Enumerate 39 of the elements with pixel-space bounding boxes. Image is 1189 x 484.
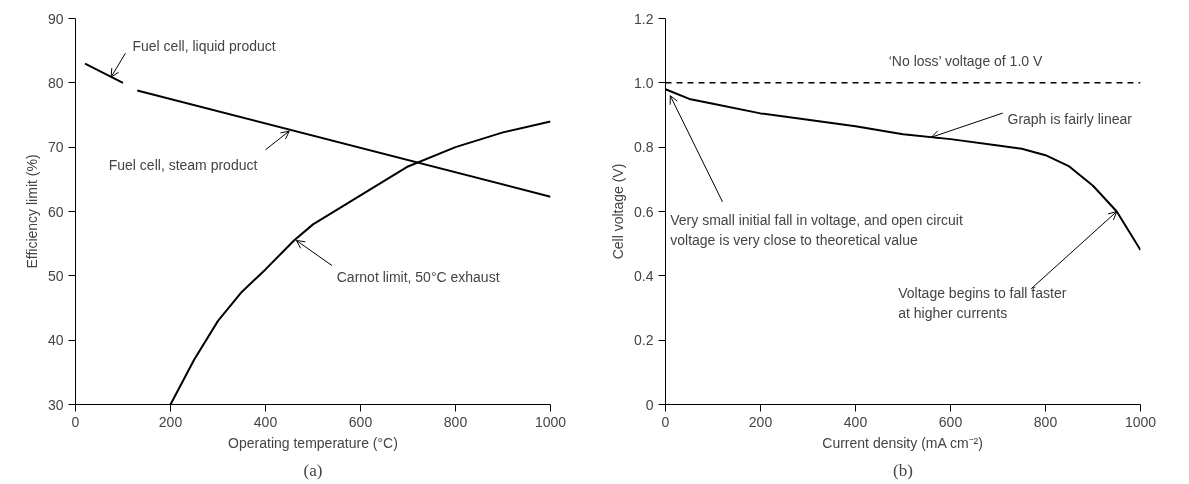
text: (a) <box>303 460 323 480</box>
y-tick-label: 0.2 <box>634 332 654 349</box>
x-tick-label: 400 <box>253 413 278 430</box>
x-tick-label: 400 <box>843 413 868 430</box>
y-tick-label: 60 <box>47 203 64 220</box>
text: (b) <box>893 460 913 480</box>
y-tick-label: 0.8 <box>634 139 654 156</box>
x-tick-label: 0 <box>71 413 80 430</box>
annotation: Very small initial fall in voltage, and open circuit voltage is very close to theoretical value <box>670 211 963 248</box>
annotation: Fuel cell, liquid product <box>132 37 276 54</box>
annotation: Voltage begins to fall faster at higher currents <box>898 284 1067 321</box>
x-axis-title: Current density (mA cm⁻²) <box>822 434 983 451</box>
y-tick-label: 80 <box>47 74 64 91</box>
y-tick-label: 0.6 <box>634 203 654 220</box>
y-tick-label: 30 <box>47 396 64 413</box>
x-tick-label: 800 <box>443 413 468 430</box>
y-tick-label: 1.0 <box>634 74 654 91</box>
y-tick-label: 40 <box>47 332 64 349</box>
y-axis-title: Efficiency limit (%) <box>23 154 40 269</box>
x-tick-label: 0 <box>661 413 670 430</box>
annotation: Graph is fairly linear <box>1007 110 1133 127</box>
x-tick-label: 200 <box>748 413 773 430</box>
x-tick-label: 200 <box>158 413 183 430</box>
y-tick-label: 50 <box>47 267 64 284</box>
y-tick-label: 70 <box>47 139 64 156</box>
y-axis-title: Cell voltage (V) <box>610 163 627 260</box>
annotation: Fuel cell, steam product <box>108 157 258 174</box>
x-axis-title: Operating temperature (°C) <box>228 434 398 451</box>
ref-line-label: ‘No loss’ voltage of 1.0 V <box>888 52 1043 69</box>
annotation: Carnot limit, 50°C exhaust <box>336 269 500 286</box>
x-tick-label: 600 <box>938 413 963 430</box>
y-tick-label: 0.4 <box>634 267 654 284</box>
y-tick-label: 90 <box>47 10 64 27</box>
x-tick-label: 800 <box>1033 413 1058 430</box>
x-tick-label: 1000 <box>534 413 567 430</box>
y-tick-label: 0 <box>645 396 654 413</box>
x-tick-label: 600 <box>348 413 373 430</box>
y-tick-label: 1.2 <box>634 10 654 27</box>
x-tick-label: 1000 <box>1124 413 1157 430</box>
